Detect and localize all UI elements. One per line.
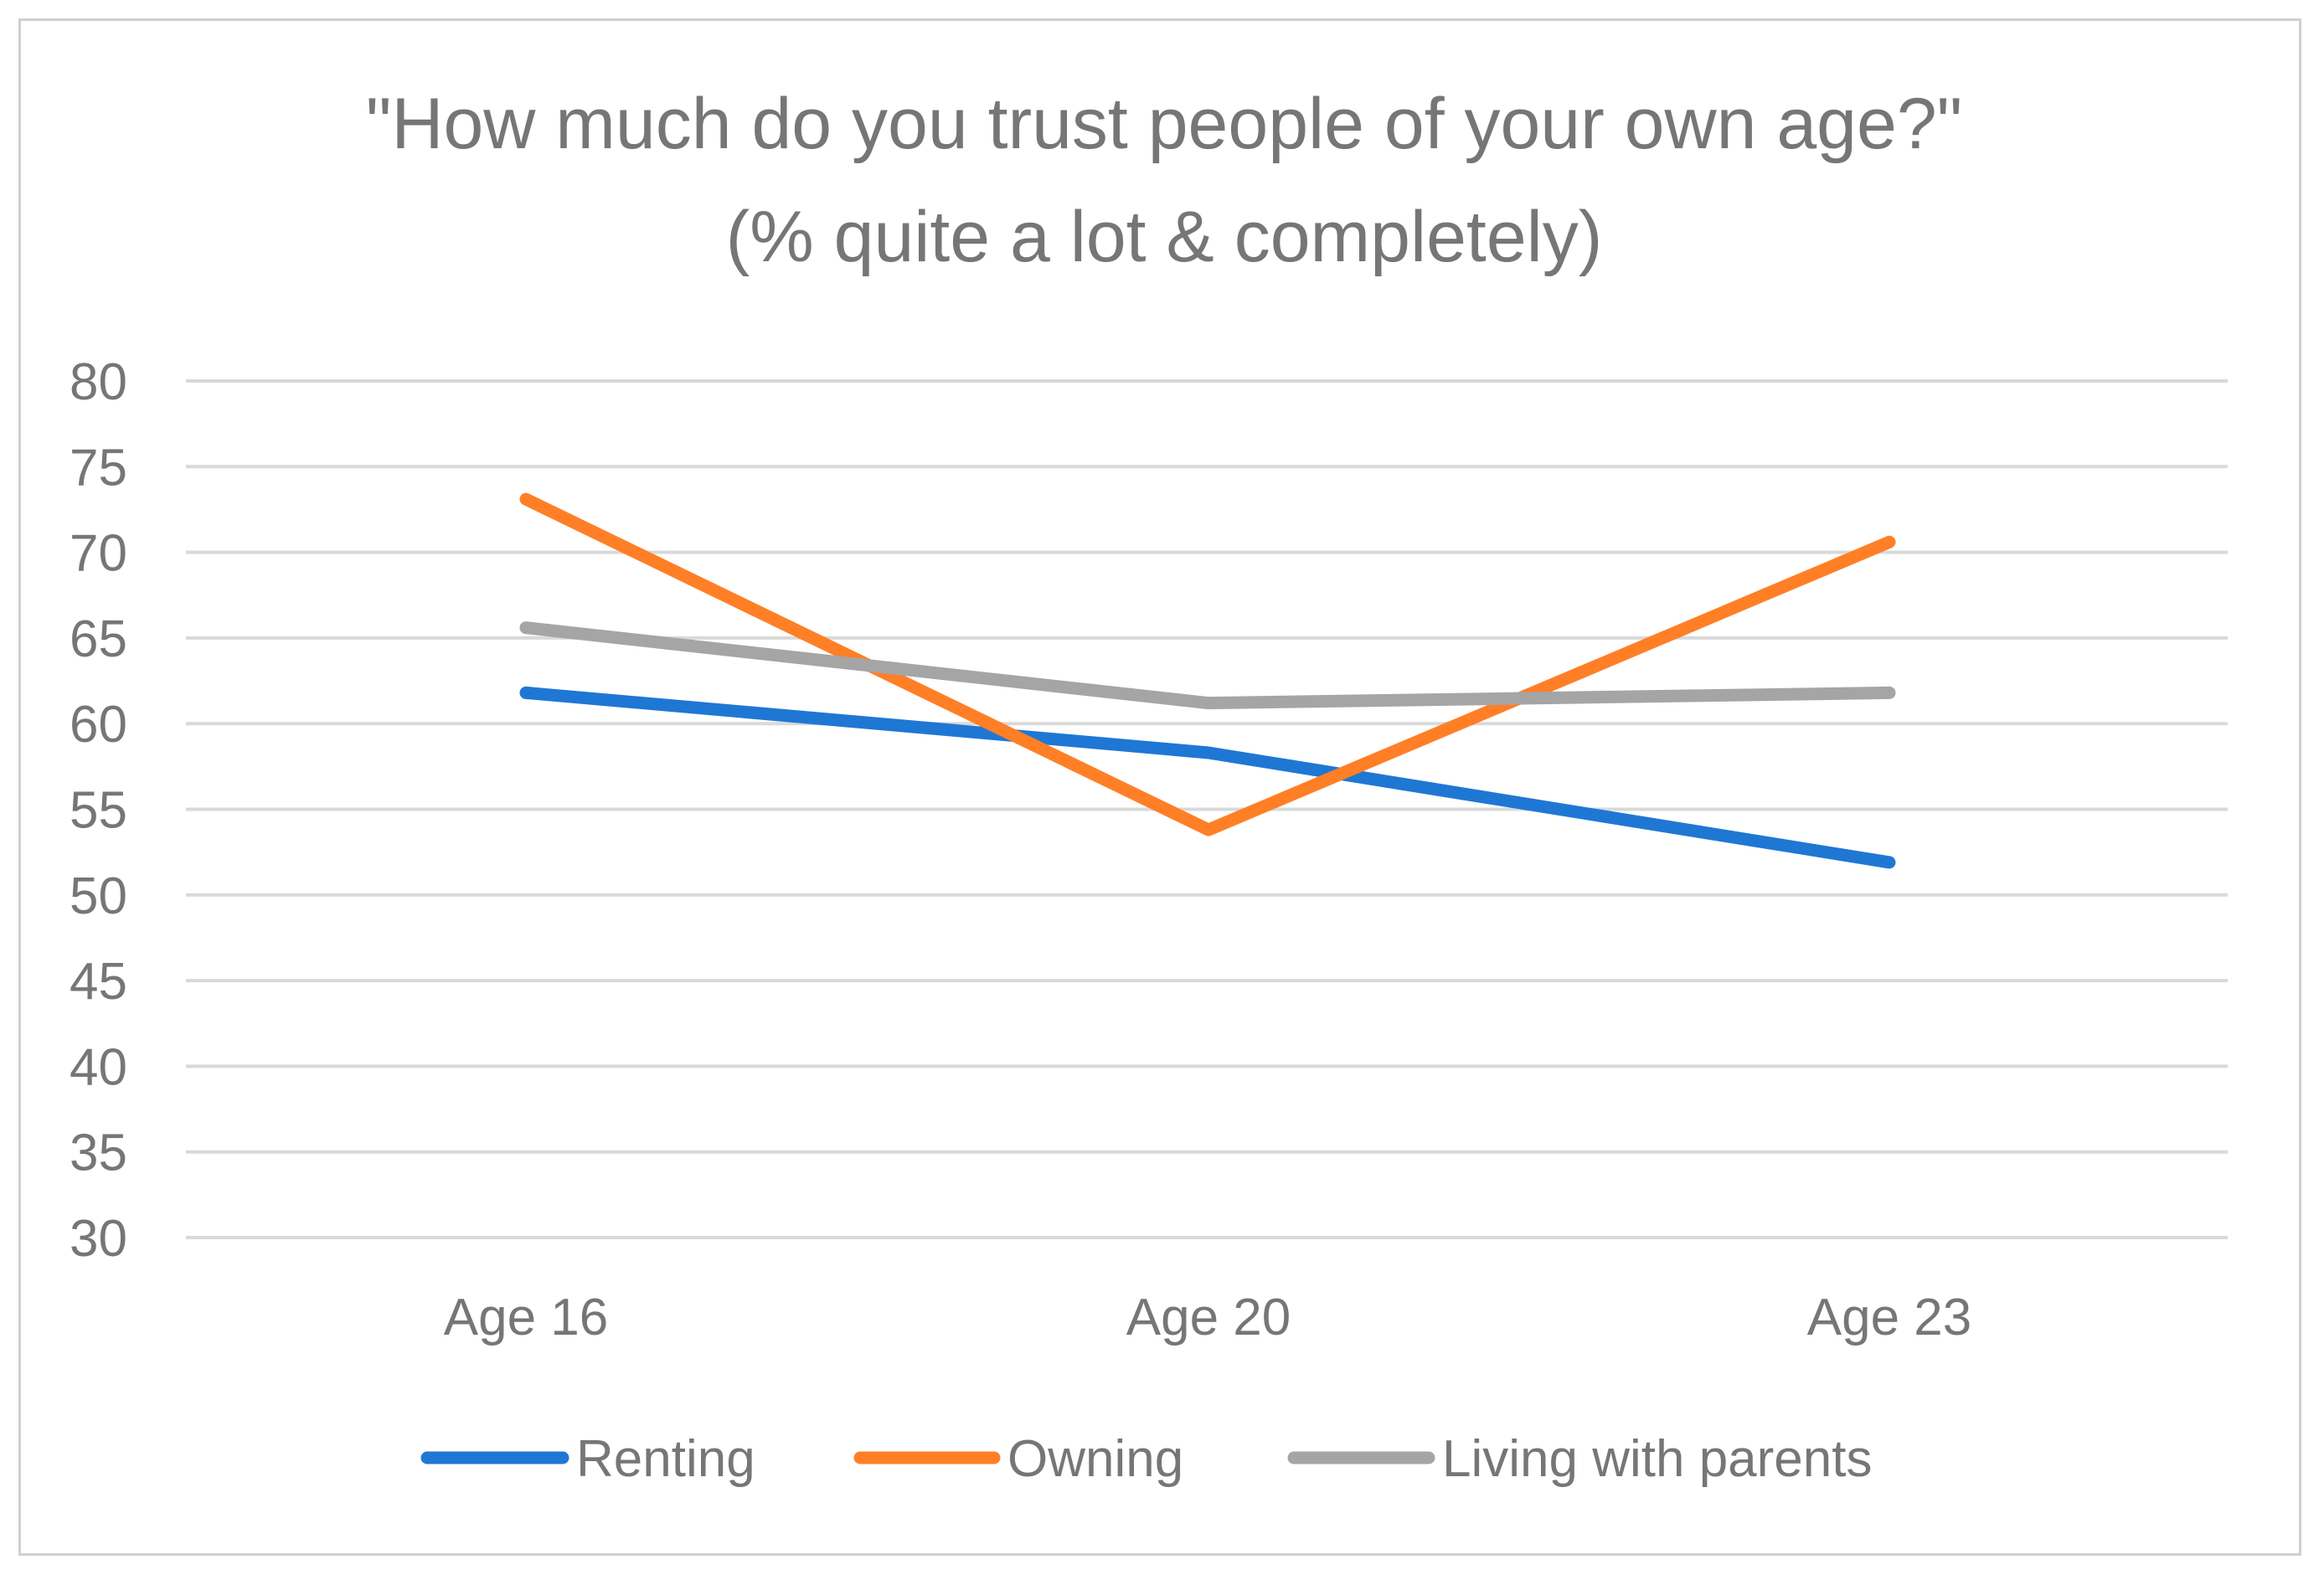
data-point — [524, 497, 528, 502]
legend-label: Owning — [1007, 1430, 1183, 1488]
y-tick-label: 35 — [70, 1125, 127, 1182]
y-tick-label: 40 — [70, 1038, 127, 1096]
chart-frame — [18, 18, 2301, 1556]
y-tick-label: 30 — [70, 1210, 127, 1268]
data-point — [524, 691, 528, 695]
data-point — [1888, 691, 1891, 695]
series-lines — [519, 492, 1896, 869]
x-tick-label: Age 20 — [1126, 1289, 1291, 1346]
data-point — [1888, 540, 1891, 544]
chart-title: "How much do you trust people of your ow… — [366, 84, 1962, 164]
chart-subtitle: (% quite a lot & completely) — [726, 197, 1603, 277]
y-tick-label: 55 — [70, 782, 127, 840]
series-line-owning — [519, 492, 1896, 836]
y-tick-label: 75 — [70, 439, 127, 497]
y-tick-label: 45 — [70, 953, 127, 1011]
data-point — [1888, 860, 1891, 864]
y-tick-label: 80 — [70, 353, 127, 411]
legend-label: Renting — [576, 1430, 755, 1488]
y-tick-label: 70 — [70, 525, 127, 583]
gridlines — [186, 379, 2228, 1239]
y-tick-label: 60 — [70, 696, 127, 754]
data-point — [1207, 828, 1210, 832]
legend: Renting Owning Living with parents — [420, 1430, 1873, 1488]
legend-label: Living with parents — [1442, 1430, 1873, 1488]
data-point — [1207, 701, 1210, 705]
y-tick-label: 50 — [70, 867, 127, 925]
y-tick-label: 65 — [70, 610, 127, 668]
series-line-renting — [519, 686, 1896, 869]
data-point — [524, 625, 528, 630]
x-axis-ticks: Age 16 Age 20 Age 23 — [444, 1289, 1972, 1346]
y-axis-ticks: 30 35 40 45 50 55 60 65 70 75 80 — [70, 353, 127, 1268]
x-tick-label: Age 23 — [1807, 1289, 1972, 1346]
x-tick-label: Age 16 — [444, 1289, 609, 1346]
data-point — [1207, 750, 1210, 754]
